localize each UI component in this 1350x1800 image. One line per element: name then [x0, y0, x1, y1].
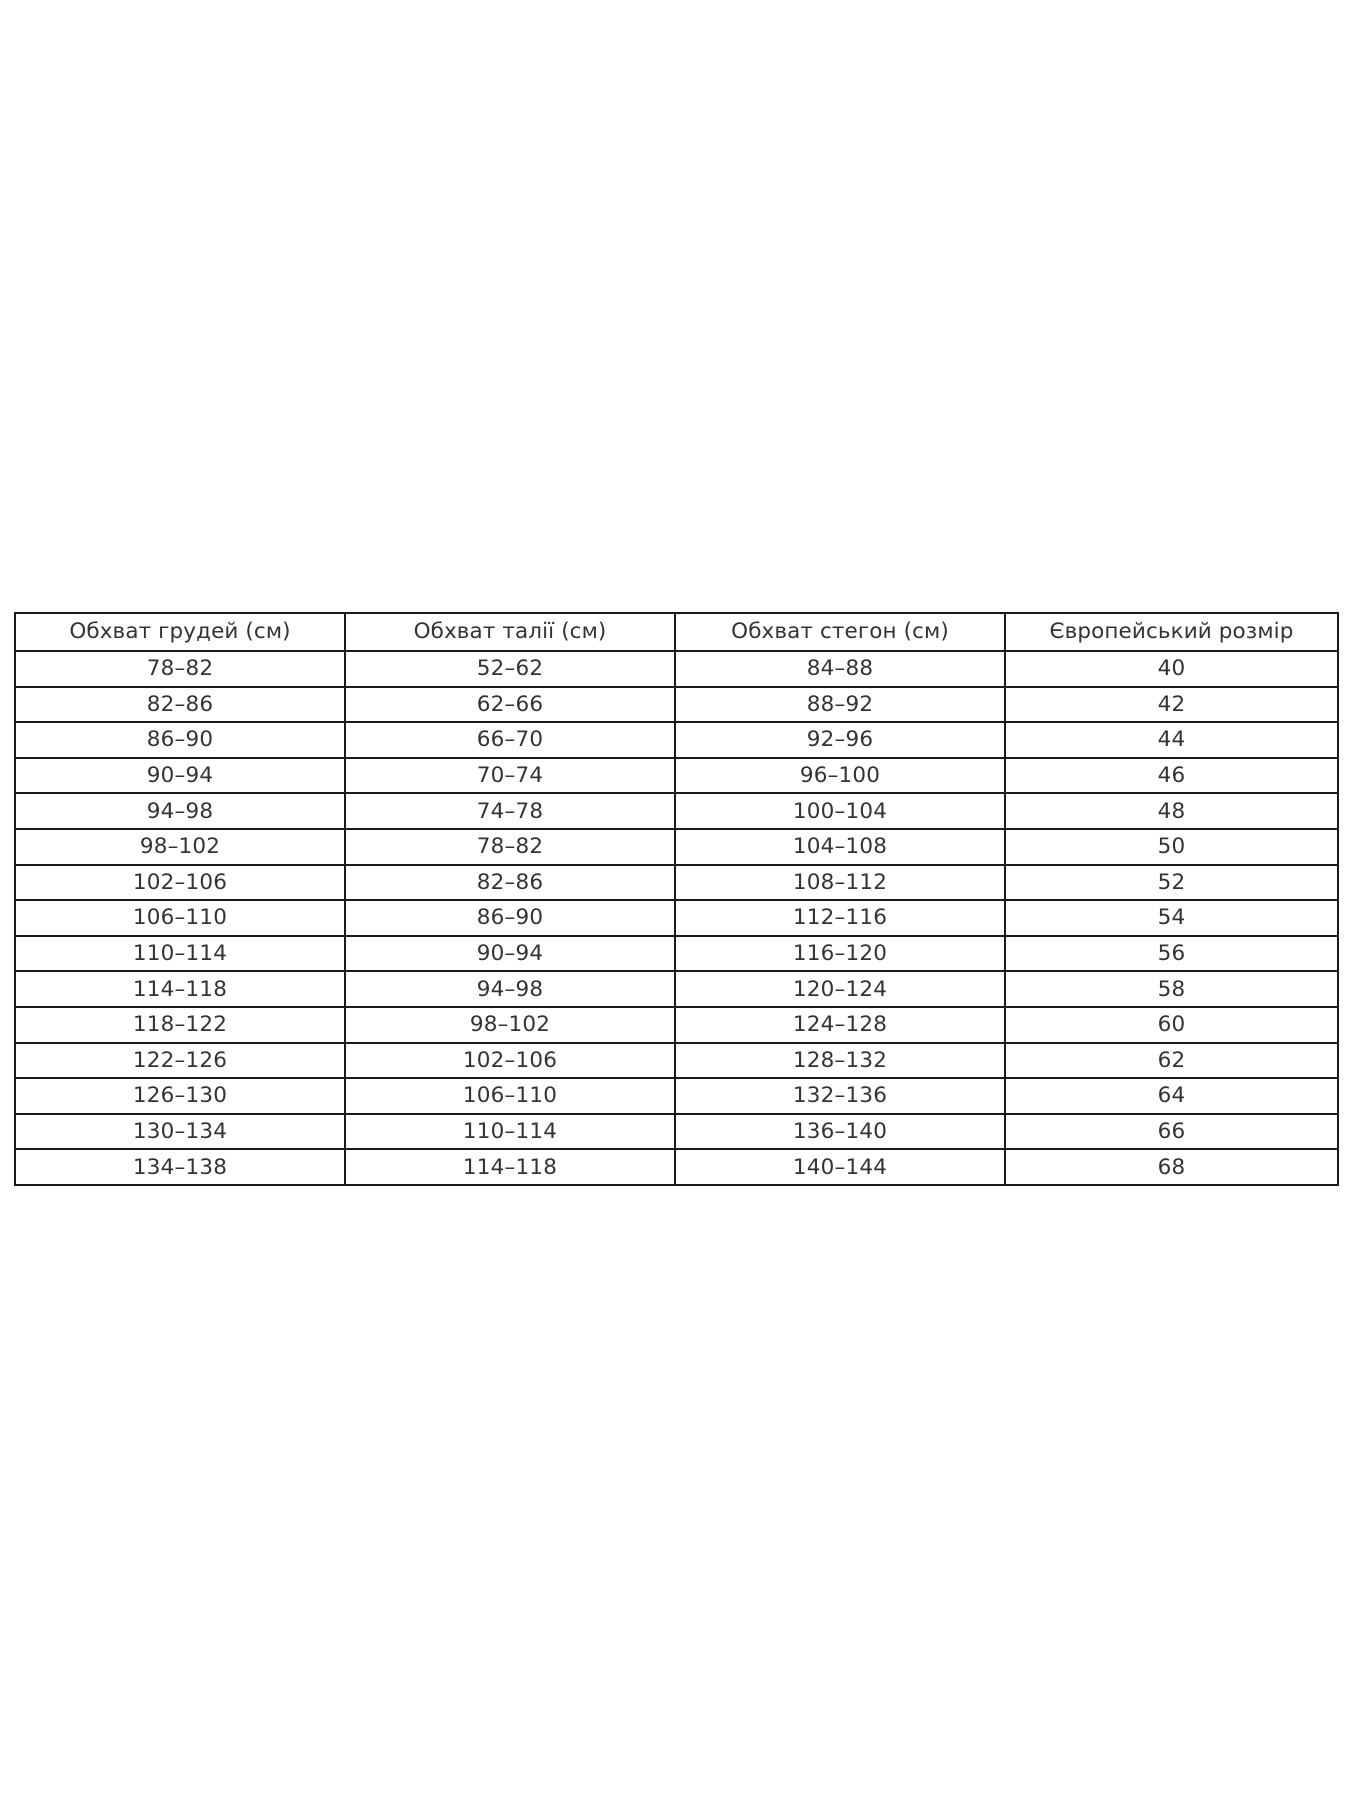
table-cell-bust: 98–102 — [14, 827, 346, 866]
table-cell-bust: 106–110 — [14, 899, 346, 937]
table-cell-waist: 102–106 — [344, 1041, 676, 1080]
table-cell-bust: 78–82 — [14, 650, 346, 688]
table-cell-hips: 84–88 — [674, 650, 1006, 688]
table-row: 126–130 106–110 132–136 64 — [14, 1077, 1339, 1115]
table-cell-waist: 94–98 — [344, 970, 676, 1008]
table-cell-bust: 118–122 — [14, 1005, 346, 1044]
table-cell-hips: 104–108 — [674, 827, 1006, 866]
table-cell-waist: 70–74 — [344, 756, 676, 795]
table-cell-eu: 40 — [1004, 650, 1339, 688]
table-cell-hips: 132–136 — [674, 1077, 1006, 1115]
table-cell-eu: 50 — [1004, 827, 1339, 866]
table-cell-eu: 60 — [1004, 1005, 1339, 1044]
table-cell-waist: 90–94 — [344, 934, 676, 973]
table-row: 114–118 94–98 120–124 58 — [14, 970, 1339, 1008]
table-cell-eu: 58 — [1004, 970, 1339, 1008]
column-header-waist: Обхват талії (см) — [344, 612, 676, 652]
table-cell-hips: 92–96 — [674, 721, 1006, 759]
table-row: 86–90 66–70 92–96 44 — [14, 721, 1339, 759]
table-cell-eu: 68 — [1004, 1148, 1339, 1186]
table-row: 78–82 52–62 84–88 40 — [14, 650, 1339, 688]
table-cell-bust: 134–138 — [14, 1148, 346, 1186]
table-cell-eu: 46 — [1004, 756, 1339, 795]
table-cell-hips: 140–144 — [674, 1148, 1006, 1186]
table-cell-eu: 62 — [1004, 1041, 1339, 1080]
size-chart-table: Обхват грудей (см) Обхват талії (см) Обх… — [14, 612, 1339, 1186]
table-cell-eu: 66 — [1004, 1112, 1339, 1151]
table-row: 134–138 114–118 140–144 68 — [14, 1148, 1339, 1186]
table-cell-hips: 96–100 — [674, 756, 1006, 795]
table-cell-bust: 94–98 — [14, 792, 346, 830]
table-cell-bust: 90–94 — [14, 756, 346, 795]
table-body: 78–82 52–62 84–88 40 82–86 62–66 88–92 42 86–90 6… — [14, 650, 1339, 1186]
table-row: 102–106 82–86 108–112 52 — [14, 863, 1339, 902]
table-cell-waist: 106–110 — [344, 1077, 676, 1115]
table-cell-hips: 136–140 — [674, 1112, 1006, 1151]
table-row: 82–86 62–66 88–92 42 — [14, 685, 1339, 724]
table-cell-waist: 82–86 — [344, 863, 676, 902]
table-cell-bust: 126–130 — [14, 1077, 346, 1115]
table-row: 98–102 78–82 104–108 50 — [14, 827, 1339, 866]
table-cell-waist: 62–66 — [344, 685, 676, 724]
table-cell-waist: 74–78 — [344, 792, 676, 830]
table-row: 110–114 90–94 116–120 56 — [14, 934, 1339, 973]
column-header-bust: Обхват грудей (см) — [14, 612, 346, 652]
table-row: 118–122 98–102 124–128 60 — [14, 1005, 1339, 1044]
table-cell-bust: 86–90 — [14, 721, 346, 759]
table-cell-bust: 122–126 — [14, 1041, 346, 1080]
table-row: 122–126 102–106 128–132 62 — [14, 1041, 1339, 1080]
table-header-row: Обхват грудей (см) Обхват талії (см) Обх… — [14, 612, 1339, 652]
table-cell-waist: 66–70 — [344, 721, 676, 759]
table-cell-eu: 56 — [1004, 934, 1339, 973]
column-header-eu-size: Європейський розмір — [1004, 612, 1339, 652]
table-cell-eu: 52 — [1004, 863, 1339, 902]
table-cell-waist: 78–82 — [344, 827, 676, 866]
table-cell-hips: 108–112 — [674, 863, 1006, 902]
table-cell-hips: 124–128 — [674, 1005, 1006, 1044]
table-cell-bust: 130–134 — [14, 1112, 346, 1151]
table-cell-eu: 54 — [1004, 899, 1339, 937]
table-cell-hips: 88–92 — [674, 685, 1006, 724]
table-cell-waist: 52–62 — [344, 650, 676, 688]
table-row: 106–110 86–90 112–116 54 — [14, 899, 1339, 937]
table-cell-eu: 42 — [1004, 685, 1339, 724]
table-cell-bust: 102–106 — [14, 863, 346, 902]
table-cell-hips: 100–104 — [674, 792, 1006, 830]
table-cell-bust: 82–86 — [14, 685, 346, 724]
table-cell-bust: 114–118 — [14, 970, 346, 1008]
table-row: 94–98 74–78 100–104 48 — [14, 792, 1339, 830]
table-cell-eu: 44 — [1004, 721, 1339, 759]
table-row: 130–134 110–114 136–140 66 — [14, 1112, 1339, 1151]
size-chart-container: Обхват грудей (см) Обхват талії (см) Обх… — [14, 612, 1339, 1186]
table-cell-waist: 86–90 — [344, 899, 676, 937]
table-row: 90–94 70–74 96–100 46 — [14, 756, 1339, 795]
table-cell-hips: 128–132 — [674, 1041, 1006, 1080]
table-cell-waist: 114–118 — [344, 1148, 676, 1186]
table-header: Обхват грудей (см) Обхват талії (см) Обх… — [14, 612, 1339, 652]
table-cell-hips: 116–120 — [674, 934, 1006, 973]
table-cell-hips: 120–124 — [674, 970, 1006, 1008]
table-cell-eu: 48 — [1004, 792, 1339, 830]
table-cell-waist: 98–102 — [344, 1005, 676, 1044]
table-cell-waist: 110–114 — [344, 1112, 676, 1151]
column-header-hips: Обхват стегон (см) — [674, 612, 1006, 652]
table-cell-bust: 110–114 — [14, 934, 346, 973]
table-cell-eu: 64 — [1004, 1077, 1339, 1115]
table-cell-hips: 112–116 — [674, 899, 1006, 937]
